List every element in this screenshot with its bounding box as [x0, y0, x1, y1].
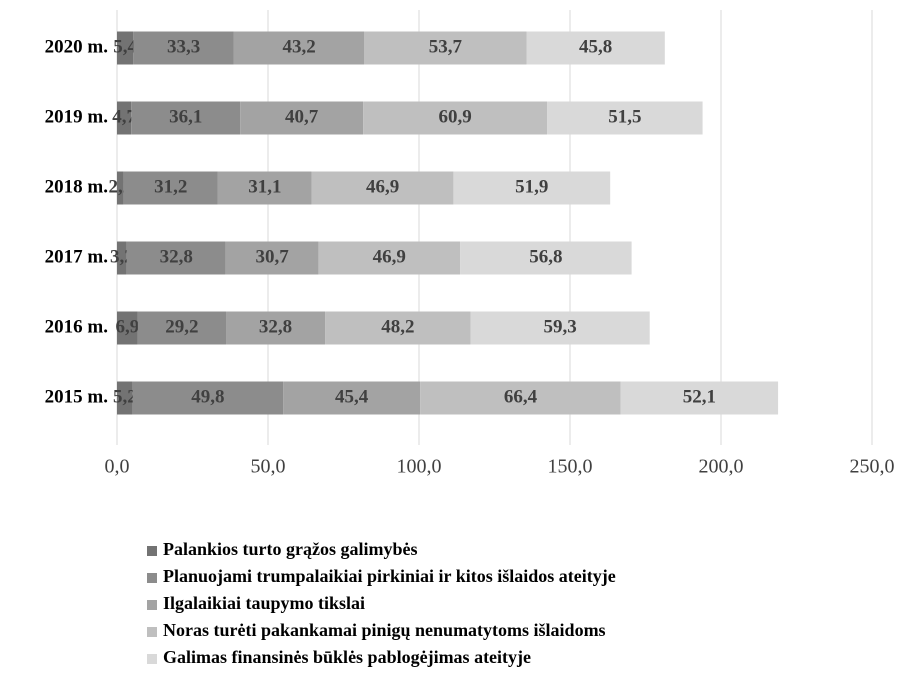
data-label: 51,9: [515, 176, 548, 197]
bar-segment: [453, 171, 611, 205]
legend-swatch: [147, 573, 157, 583]
bar-segment: [117, 311, 138, 345]
bar-segment: [233, 31, 365, 65]
legend-label: Noras turėti pakankamai pinigų nenumatyt…: [163, 620, 606, 640]
bar-segment: [420, 381, 621, 415]
bar-segment: [131, 101, 241, 135]
bar-segment: [117, 171, 124, 205]
y-tick-label: 2015 m.: [45, 386, 108, 407]
bar-segment: [225, 241, 319, 275]
x-tick-label: 250,0: [850, 456, 895, 478]
data-label: 52,1: [683, 386, 716, 407]
bar-segment: [117, 31, 134, 65]
legend-label: Palankios turto grąžos galimybės: [163, 539, 418, 559]
data-label: 45,4: [335, 386, 369, 407]
data-label: 31,1: [248, 176, 281, 197]
bar-segment: [117, 241, 127, 275]
y-tick-label: 2018 m.: [45, 176, 108, 197]
data-label: 48,2: [381, 316, 414, 337]
bar-segment: [226, 311, 326, 345]
bar-segment: [311, 171, 454, 205]
data-label: 40,7: [285, 106, 319, 127]
x-tick-label: 100,0: [397, 456, 442, 478]
y-tick-label: 2019 m.: [45, 106, 108, 127]
bar-segment: [283, 381, 421, 415]
x-tick-label: 200,0: [699, 456, 744, 478]
bar-segment: [620, 381, 779, 415]
bar-segment: [547, 101, 703, 135]
bar-segment: [318, 241, 461, 275]
data-label: 53,7: [429, 36, 463, 57]
data-label: 46,9: [373, 246, 406, 267]
data-label: 4,7: [112, 106, 136, 127]
data-label: 51,5: [608, 106, 641, 127]
data-label: 32,8: [160, 246, 193, 267]
legend-label: Galimas finansinės būklės pablogėjimas a…: [163, 647, 531, 667]
bar-segment: [133, 31, 234, 65]
data-label: 5,4: [113, 36, 137, 57]
data-label: 32,8: [259, 316, 292, 337]
bar-segment: [325, 311, 471, 345]
bar-segment: [240, 101, 364, 135]
data-label: 43,2: [282, 36, 315, 57]
x-tick-label: 0,0: [105, 456, 130, 478]
bar-segment: [123, 171, 218, 205]
data-label: 29,2: [165, 316, 198, 337]
data-label: 46,9: [366, 176, 399, 197]
legend-label: Ilgalaikiai taupymo tikslai: [163, 593, 365, 613]
data-label: 33,3: [167, 36, 200, 57]
data-label: 49,8: [191, 386, 224, 407]
y-tick-label: 2017 m.: [45, 246, 108, 267]
data-label: 66,4: [504, 386, 538, 407]
legend-swatch: [147, 627, 157, 637]
data-label: 56,8: [529, 246, 562, 267]
data-label: 30,7: [255, 246, 289, 267]
data-label: 5,2: [113, 386, 137, 407]
bar-segment: [132, 381, 284, 415]
data-label: 60,9: [438, 106, 471, 127]
legend-swatch: [147, 654, 157, 664]
bar-segment: [460, 241, 632, 275]
bar-segment: [137, 311, 227, 345]
bar-segment: [364, 31, 527, 65]
y-tick-label: 2016 m.: [45, 316, 108, 337]
bar-segment: [363, 101, 548, 135]
bar-segment: [126, 241, 226, 275]
data-label: 36,1: [169, 106, 202, 127]
data-label: 31,2: [154, 176, 187, 197]
legend-swatch: [147, 546, 157, 556]
data-label: 45,8: [579, 36, 612, 57]
bar-segment: [117, 101, 132, 135]
y-tick-label: 2020 m.: [45, 36, 108, 57]
bar-segment: [217, 171, 312, 205]
bar-segment: [470, 311, 650, 345]
data-label: 6,9: [116, 316, 140, 337]
bar-segment: [526, 31, 665, 65]
legend-label: Planuojami trumpalaikiai pirkiniai ir ki…: [163, 566, 616, 586]
bar-segment: [117, 381, 133, 415]
legend-swatch: [147, 600, 157, 610]
x-tick-label: 150,0: [548, 456, 593, 478]
x-tick-label: 50,0: [251, 456, 286, 478]
data-label: 59,3: [544, 316, 577, 337]
